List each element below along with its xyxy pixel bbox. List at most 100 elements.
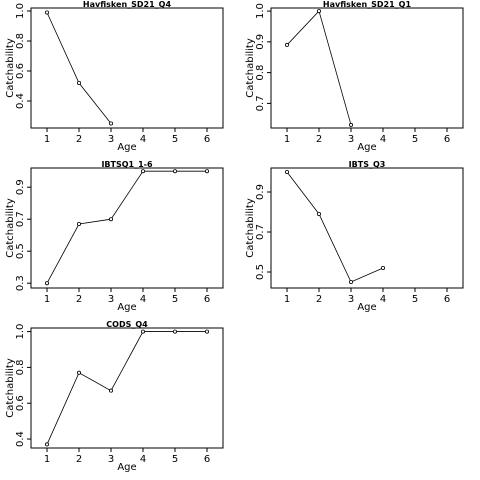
x-axis-label: Age <box>117 142 136 153</box>
y-tick-label: 0.7 <box>15 211 26 227</box>
x-axis-label: Age <box>117 302 136 313</box>
y-tick-label: 0.8 <box>15 359 26 375</box>
plot-frame <box>270 7 464 129</box>
data-point <box>109 388 114 393</box>
x-tick-label: 6 <box>444 294 450 305</box>
data-point <box>204 169 209 174</box>
panel-title: IBTSQ1_1-6 <box>101 160 153 169</box>
y-tick-label: 0.4 <box>15 93 26 109</box>
plot-frame <box>30 7 224 129</box>
y-tick-label: 0.5 <box>15 243 26 259</box>
y-tick-label: 1.0 <box>255 3 266 19</box>
data-point <box>316 9 321 14</box>
series-line-1 <box>46 170 207 284</box>
series-line-1 <box>286 171 384 283</box>
x-tick-label: 1 <box>284 294 290 305</box>
x-tick-label: 4 <box>140 294 146 305</box>
plot-frame <box>30 167 224 289</box>
panel-1: Havfisken_SD21_Q4 1 2 3 4 5 6 0.4 0.6 0.8 1.0 Age Ca… <box>5 0 224 153</box>
y-tick-label: 0.7 <box>255 224 266 240</box>
data-point <box>109 217 114 222</box>
panel-2: Havfisken_SD21_Q1 1 2 3 4 5 6 0.7 0.8 0.9 1.0 Age Ca… <box>245 0 464 153</box>
x-tick-label: 5 <box>412 294 418 305</box>
data-point <box>140 329 145 334</box>
x-tick-label: 3 <box>348 294 354 305</box>
data-point <box>348 279 353 284</box>
x-tick-label: 6 <box>204 134 210 145</box>
plot-frame <box>270 167 464 289</box>
x-tick-label: 3 <box>108 134 114 145</box>
y-tick-label: 0.6 <box>15 395 26 411</box>
x-tick-label: 6 <box>444 134 450 145</box>
x-tick-label: 1 <box>44 294 50 305</box>
data-point <box>348 122 353 127</box>
plot-frame <box>30 327 224 449</box>
data-point <box>140 169 145 174</box>
x-tick-label: 2 <box>76 454 82 465</box>
y-tick-label: 1.0 <box>15 3 26 19</box>
x-tick-label: 2 <box>316 134 322 145</box>
data-point <box>45 10 50 15</box>
y-axis-label: Catchability <box>245 38 256 98</box>
x-axis-label: Age <box>357 142 376 153</box>
data-point <box>284 169 289 174</box>
x-tick-label: 5 <box>172 134 178 145</box>
x-tick-label: 1 <box>284 134 290 145</box>
data-point <box>45 281 50 286</box>
y-axis-label: Catchability <box>5 358 16 418</box>
data-point <box>316 211 321 216</box>
y-tick-label: 0.3 <box>15 275 26 291</box>
x-tick-label: 5 <box>412 134 418 145</box>
x-tick-label: 3 <box>108 294 114 305</box>
x-tick-label: 1 <box>44 134 50 145</box>
y-tick-label: 1.0 <box>15 324 26 340</box>
y-axis-label: Catchability <box>5 38 16 98</box>
x-axis-label: Age <box>357 302 376 313</box>
panel-3: IBTSQ1_1-6 1 2 3 4 5 6 0.3 0.5 0.7 0.9 Age Catchabil… <box>5 160 224 313</box>
series-line-1 <box>46 12 112 124</box>
x-tick-label: 6 <box>204 454 210 465</box>
data-point <box>77 81 82 86</box>
data-point <box>284 42 289 47</box>
x-tick-label: 2 <box>316 294 322 305</box>
series-line-1 <box>286 10 352 126</box>
y-axis-label: Catchability <box>245 198 256 258</box>
y-tick-label: 0.6 <box>15 63 26 79</box>
x-tick-label: 4 <box>140 454 146 465</box>
y-tick-label: 0.9 <box>255 184 266 200</box>
x-tick-label: 2 <box>76 294 82 305</box>
panel-title: IBTS_Q3 <box>349 160 386 169</box>
x-tick-label: 4 <box>140 134 146 145</box>
data-point <box>77 221 82 226</box>
x-tick-label: 3 <box>348 134 354 145</box>
x-tick-label: 6 <box>204 294 210 305</box>
x-tick-label: 4 <box>380 294 386 305</box>
y-tick-label: 0.9 <box>15 179 26 195</box>
panel-title: Havfisken_SD21_Q1 <box>323 0 412 9</box>
data-point <box>172 329 177 334</box>
x-tick-label: 5 <box>172 294 178 305</box>
data-point <box>380 265 385 270</box>
y-tick-label: 0.4 <box>15 431 26 447</box>
x-tick-label: 5 <box>172 454 178 465</box>
panel-4: IBTS_Q3 1 2 3 4 5 6 0.5 0.7 0.9 Age Catchability <box>245 160 464 313</box>
data-point <box>172 169 177 174</box>
x-tick-label: 3 <box>108 454 114 465</box>
y-tick-label: 0.8 <box>15 33 26 49</box>
data-point <box>45 442 50 447</box>
panel-title: CODS_Q4 <box>106 320 148 329</box>
y-axis-label: Catchability <box>5 198 16 258</box>
y-tick-label: 0.5 <box>255 264 266 280</box>
x-tick-label: 2 <box>76 134 82 145</box>
data-point <box>204 329 209 334</box>
y-tick-label: 0.8 <box>255 65 266 81</box>
x-tick-label: 4 <box>380 134 386 145</box>
y-tick-label: 0.9 <box>255 34 266 50</box>
data-point <box>109 121 114 126</box>
x-tick-label: 1 <box>44 454 50 465</box>
data-point <box>77 370 82 375</box>
y-tick-label: 0.7 <box>255 95 266 111</box>
x-axis-label: Age <box>117 462 136 473</box>
series-line-1 <box>46 331 207 445</box>
